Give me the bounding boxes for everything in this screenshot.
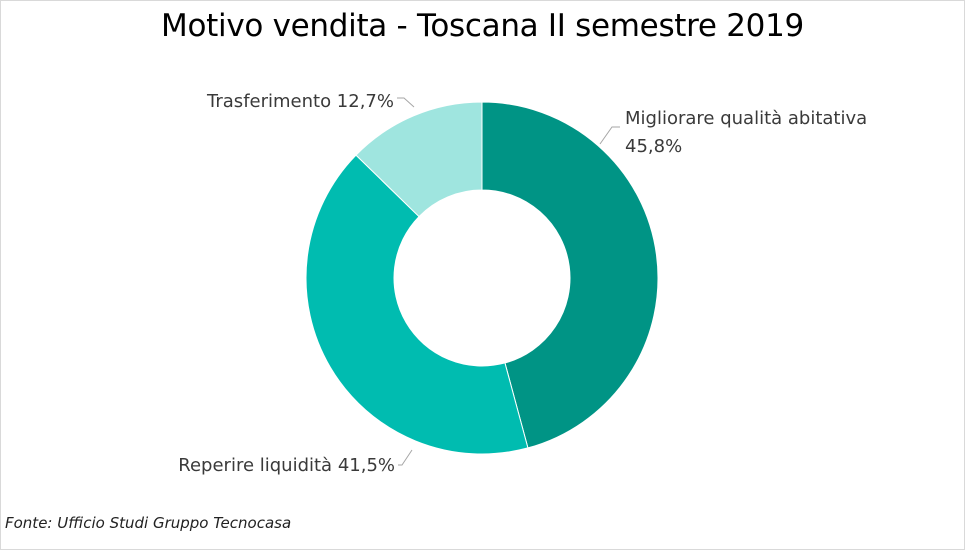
- leader-line-1: [398, 449, 413, 466]
- data-label-0-line-0: Migliorare qualità abitativa: [625, 108, 867, 129]
- donut-slice-1: [305, 154, 529, 455]
- chart-title: Motivo vendita - Toscana II semestre 201…: [161, 8, 804, 44]
- data-label-0-line-1: 45,8%: [625, 136, 682, 157]
- data-label-1-line-0: Reperire liquidità 41,5%: [178, 455, 395, 476]
- data-labels-layer: Migliorare qualità abitativa 45,8% Reperir…: [178, 91, 867, 476]
- donut-slice-2: [355, 101, 483, 218]
- data-label-2-line-0: Trasferimento 12,7%: [206, 91, 394, 112]
- leader-line-0: [599, 126, 620, 145]
- leader-lines-layer: [397, 97, 620, 466]
- donut-slice-0: [481, 101, 659, 449]
- slices-layer: [305, 101, 659, 455]
- leader-line-2: [397, 97, 415, 108]
- source-note: Fonte: Ufficio Studi Gruppo Tecnocasa: [5, 514, 292, 532]
